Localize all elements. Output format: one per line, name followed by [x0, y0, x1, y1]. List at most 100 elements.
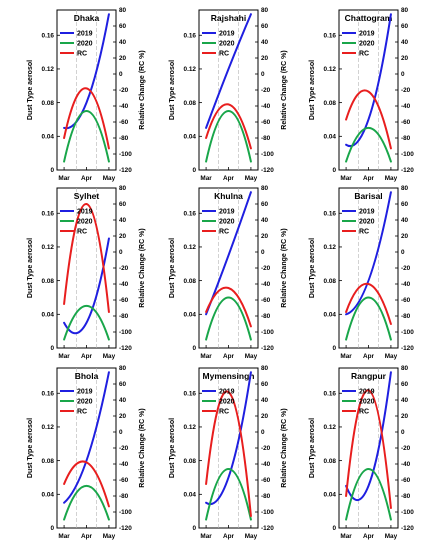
- left-tick-label: 0.08: [184, 100, 197, 107]
- right-tick-label: 80: [119, 365, 127, 372]
- left-tick-label: 0.16: [42, 32, 55, 39]
- left-tick-label: 0: [332, 167, 336, 174]
- legend-label-2019: 2019: [359, 389, 375, 396]
- left-tick-label: 0: [332, 525, 336, 532]
- right-tick-label: 40: [261, 39, 269, 46]
- x-tick-label: May: [245, 533, 258, 540]
- right-tick-label: 20: [119, 55, 127, 62]
- legend-label-2019: 2019: [359, 209, 375, 216]
- right-tick-label: 0: [119, 249, 123, 256]
- x-tick-label: May: [103, 175, 116, 182]
- right-tick-label: 0: [261, 249, 265, 256]
- left-tick-label: 0.16: [184, 390, 197, 397]
- right-tick-label: -80: [119, 135, 129, 142]
- panel-rangpur: 0 0.04 0.08 0.12 0.16 80 60 40 20 0 -20 -40 -60 -80 -1…: [309, 365, 414, 540]
- left-tick-label: 0: [50, 525, 54, 532]
- x-tick-label: Mar: [340, 175, 352, 182]
- x-tick-label: May: [103, 533, 116, 540]
- legend-label-2019: 2019: [359, 31, 375, 38]
- right-tick-label: -60: [261, 297, 271, 304]
- legend-label-2020: 2020: [77, 399, 93, 406]
- legend-label-2020: 2020: [219, 219, 235, 226]
- series-2019-line: [63, 371, 110, 504]
- series-2020-line: [345, 127, 392, 163]
- legend-label-2020: 2020: [219, 41, 235, 48]
- x-tick-label: May: [245, 353, 258, 360]
- left-axis-title: Dust Type aerosol: [27, 418, 34, 478]
- series-rc-line: [345, 89, 392, 150]
- right-tick-label: -120: [401, 345, 414, 352]
- right-tick-label: 60: [261, 201, 269, 208]
- right-tick-label: -120: [261, 345, 274, 352]
- right-tick-label: -20: [401, 265, 411, 272]
- right-tick-label: -40: [261, 103, 271, 110]
- legend-label-2020: 2020: [77, 219, 93, 226]
- right-tick-label: -40: [261, 281, 271, 288]
- x-tick-label: Apr: [81, 175, 93, 182]
- left-tick-label: 0.04: [42, 312, 55, 319]
- series-2020-line: [63, 110, 110, 163]
- right-tick-label: 0: [401, 249, 405, 256]
- x-tick-label: Apr: [223, 533, 235, 540]
- right-tick-label: -60: [261, 477, 271, 484]
- left-tick-label: 0.04: [324, 312, 337, 319]
- left-tick-label: 0.08: [324, 100, 337, 107]
- right-tick-label: 0: [119, 71, 123, 78]
- right-tick-label: 20: [119, 413, 127, 420]
- left-tick-label: 0.16: [324, 210, 337, 217]
- right-tick-label: 20: [261, 413, 269, 420]
- left-tick-label: 0: [192, 525, 196, 532]
- left-tick-label: 0.12: [184, 424, 197, 431]
- right-tick-label: -100: [401, 509, 414, 516]
- right-tick-label: -20: [119, 265, 129, 272]
- right-tick-label: -120: [119, 167, 132, 174]
- right-tick-label: 20: [401, 55, 409, 62]
- left-tick-label: 0.12: [324, 66, 337, 73]
- right-tick-label: 80: [261, 7, 269, 14]
- series-2020-line: [345, 296, 392, 341]
- right-tick-label: -60: [119, 119, 129, 126]
- x-tick-label: Apr: [363, 175, 375, 182]
- right-axis-title: Relative Change (RC %): [139, 50, 146, 129]
- legend-label-2019: 2019: [77, 209, 93, 216]
- legend-label-2019: 2019: [77, 389, 93, 396]
- right-tick-label: -80: [261, 135, 271, 142]
- right-tick-label: -80: [119, 493, 129, 500]
- x-tick-label: Apr: [223, 175, 235, 182]
- right-tick-label: -40: [401, 103, 411, 110]
- left-axis-title: Dust Type aerosol: [169, 418, 176, 478]
- panel-rajshahi: 0 0.04 0.08 0.12 0.16 80 60 40 20 0 -20 -40 -60 -80 -1…: [169, 7, 288, 182]
- series-rc-line: [63, 87, 110, 150]
- series-2019-line: [205, 371, 252, 506]
- right-axis-title: Relative Change (RC %): [281, 228, 288, 307]
- right-tick-label: -40: [401, 461, 411, 468]
- right-tick-label: -120: [119, 345, 132, 352]
- right-tick-label: -60: [261, 119, 271, 126]
- right-tick-label: 40: [261, 397, 269, 404]
- right-tick-label: 40: [401, 39, 409, 46]
- x-tick-label: May: [385, 533, 398, 540]
- right-tick-label: 80: [119, 7, 127, 14]
- left-axis-title: Dust Type aerosol: [169, 60, 176, 120]
- right-tick-label: -120: [119, 525, 132, 532]
- left-tick-label: 0.12: [324, 424, 337, 431]
- series-rc-line: [205, 103, 252, 150]
- series-2019-line: [205, 13, 252, 129]
- right-tick-label: -40: [261, 461, 271, 468]
- left-tick-label: 0: [50, 167, 54, 174]
- right-tick-label: -100: [401, 151, 414, 158]
- panel-title: Dhaka: [74, 13, 100, 23]
- panel-barisal: 0 0.04 0.08 0.12 0.16 80 60 40 20 0 -20 -40 -60 -80 -1…: [309, 185, 414, 360]
- x-tick-label: May: [385, 353, 398, 360]
- left-tick-label: 0: [50, 345, 54, 352]
- left-tick-label: 0: [192, 167, 196, 174]
- right-tick-label: 80: [401, 365, 409, 372]
- left-tick-label: 0.12: [42, 244, 55, 251]
- right-axis-title: Relative Change (RC %): [139, 228, 146, 307]
- left-tick-label: 0: [332, 345, 336, 352]
- right-tick-label: 0: [401, 71, 405, 78]
- x-tick-label: May: [385, 175, 398, 182]
- right-tick-label: -120: [261, 525, 274, 532]
- legend-label-rc: RC: [359, 229, 369, 236]
